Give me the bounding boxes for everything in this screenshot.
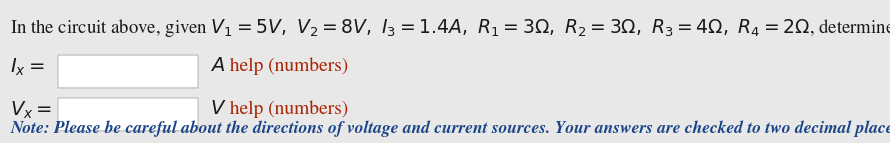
Text: Note: Please be careful about the directions of voltage and current sources. You: Note: Please be careful about the direct… — [10, 121, 890, 137]
Text: help (numbers): help (numbers) — [225, 100, 348, 118]
FancyBboxPatch shape — [58, 55, 198, 88]
Text: help (numbers): help (numbers) — [225, 57, 348, 75]
Text: $I_x =$: $I_x =$ — [10, 57, 45, 79]
FancyBboxPatch shape — [58, 98, 198, 131]
Text: $V$: $V$ — [210, 100, 226, 118]
Text: $V_x =$: $V_x =$ — [10, 100, 53, 121]
Text: $A$: $A$ — [210, 57, 225, 75]
Text: In the circuit above, given $V_1 = 5V,\ V_2 = 8V,\ I_3 = 1.4A,\ R_1 = 3\Omega,\ : In the circuit above, given $V_1 = 5V,\ … — [10, 17, 890, 39]
